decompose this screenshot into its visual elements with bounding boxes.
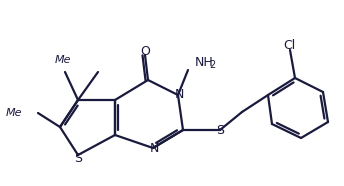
Text: NH: NH: [195, 55, 214, 68]
Text: S: S: [74, 152, 82, 164]
Text: Cl: Cl: [283, 39, 295, 52]
Text: O: O: [140, 44, 150, 57]
Text: Me: Me: [55, 55, 71, 65]
Text: N: N: [174, 87, 184, 100]
Text: S: S: [216, 124, 224, 137]
Text: Me: Me: [6, 108, 22, 118]
Text: N: N: [149, 142, 159, 155]
Text: 2: 2: [209, 60, 215, 70]
